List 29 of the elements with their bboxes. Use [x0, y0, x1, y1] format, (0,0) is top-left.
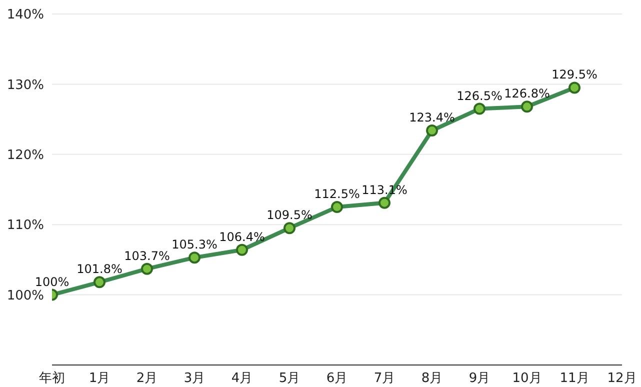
x-tick-label: 12月 [607, 371, 637, 386]
x-tick-label: 1月 [88, 371, 110, 386]
data-label: 129.5% [552, 68, 598, 82]
x-tick-label: 5月 [278, 371, 300, 386]
x-tick-label: 4月 [231, 371, 253, 386]
y-tick-label: 100% [6, 288, 44, 304]
x-tick-label: 年初 [39, 371, 65, 386]
y-tick-label: 140% [6, 8, 44, 23]
x-tick-label: 3月 [184, 371, 206, 386]
data-label: 106.4% [219, 230, 265, 244]
data-label: 109.5% [266, 208, 312, 222]
data-label: 100% [34, 274, 70, 289]
x-tick-label: 2月 [136, 371, 158, 386]
data-label: 112.5% [314, 187, 360, 202]
x-tick-label: 10月 [512, 371, 542, 386]
data-label: 103.7% [124, 248, 170, 263]
x-tick-label: 11月 [560, 371, 590, 386]
data-label: 105.3% [172, 238, 218, 252]
y-tick-label: 110% [6, 218, 44, 234]
data-label: 126.5% [456, 88, 502, 103]
y-tick-label: 120% [6, 148, 44, 164]
x-tick-label: 8月 [421, 371, 443, 386]
x-tick-label: 6月 [326, 371, 348, 386]
data-label: 101.8% [76, 262, 122, 276]
data-label: 126.8% [504, 86, 550, 101]
y-tick-label: 130% [6, 78, 44, 93]
x-tick-label: 7月 [374, 371, 396, 386]
data-label: 123.4% [409, 110, 455, 125]
x-tick-label: 9月 [468, 371, 490, 386]
